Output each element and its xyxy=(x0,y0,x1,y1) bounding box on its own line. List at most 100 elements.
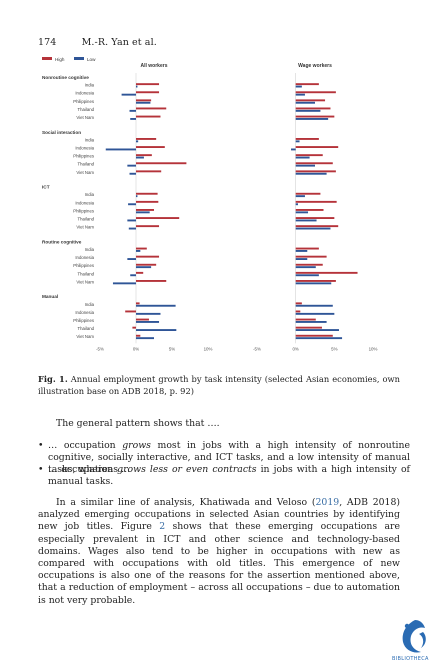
bar-high xyxy=(136,192,158,195)
bullet2-text-a: … occupation xyxy=(48,464,118,475)
bar-low xyxy=(295,258,308,260)
bar-low xyxy=(295,211,309,214)
bar-low xyxy=(295,172,327,175)
bar-low xyxy=(295,156,310,159)
bar-low xyxy=(136,266,152,269)
bar-high xyxy=(295,318,316,321)
legend-label-low: Low xyxy=(87,57,96,62)
bar-high xyxy=(136,255,160,258)
group-label: Manual xyxy=(42,294,58,299)
bar-high xyxy=(136,200,159,203)
bar-high xyxy=(136,154,152,157)
country-label: Viet Nam xyxy=(76,225,94,230)
bar-high xyxy=(136,263,157,266)
bar-high xyxy=(136,280,167,282)
bar-high xyxy=(136,271,144,274)
bar-low xyxy=(295,312,335,315)
x-tick-label: -5% xyxy=(96,346,104,351)
bar-high xyxy=(136,99,152,102)
x-tick-label: 10% xyxy=(369,346,378,351)
publisher-logo-icon xyxy=(402,620,426,653)
bar-low xyxy=(295,329,339,331)
bar-low xyxy=(295,337,343,340)
running-authors: M.-R. Yan et al. xyxy=(81,37,157,48)
bar-high xyxy=(295,200,337,203)
body-paragraph: In a similar line of analysis, Khatiwada… xyxy=(38,497,400,607)
bar-low xyxy=(295,227,331,230)
bar-low xyxy=(136,101,151,104)
bar-low xyxy=(136,329,177,331)
bar-low xyxy=(295,140,300,143)
bar-low xyxy=(129,109,136,112)
bar-low xyxy=(136,321,160,323)
bar-low xyxy=(295,118,329,120)
bar-low xyxy=(136,211,150,214)
publisher-logo-text: BIBLIOTHECA xyxy=(392,656,429,662)
para-text-b: , ADB 2018) analyzed emerging occupation… xyxy=(38,497,400,533)
bar-low xyxy=(129,172,136,175)
bar-high xyxy=(295,91,336,94)
country-label: Indonesia xyxy=(75,200,94,205)
bar-high xyxy=(132,326,136,329)
country-label: Thailand xyxy=(78,107,95,112)
bullet-item-2: • … occupation grows less or even contra… xyxy=(38,464,410,488)
figure-caption: Fig. 1. Annual employment growth by task… xyxy=(38,374,400,397)
country-label: Philippines xyxy=(73,318,94,323)
bar-low xyxy=(130,118,136,120)
bar-high xyxy=(295,107,331,110)
bar-high xyxy=(295,99,326,102)
bar-low xyxy=(128,227,136,230)
bar-low xyxy=(295,304,333,307)
bar-high xyxy=(295,138,319,140)
bar-high xyxy=(136,209,154,211)
employment-growth-figure: High Low All workers -5% 0% 5% 10% Wage workers… xyxy=(42,57,378,351)
bar-high xyxy=(295,192,321,195)
figure-2-link[interactable]: 2 xyxy=(159,521,166,533)
country-label: India xyxy=(85,192,95,197)
bar-low xyxy=(295,85,302,88)
bar-low xyxy=(136,156,144,159)
legend-swatch-low xyxy=(74,57,84,60)
x-tick-label: 0% xyxy=(292,346,298,351)
caption-label: Fig. 1. xyxy=(38,374,68,384)
bullet1-emphasis: grows xyxy=(122,440,151,451)
bar-low xyxy=(136,312,161,315)
bar-high xyxy=(136,318,149,321)
bar-high xyxy=(295,83,319,86)
bar-low xyxy=(112,282,136,285)
group-label: ICT xyxy=(42,185,50,190)
bar-low xyxy=(295,274,319,277)
country-label: Thailand xyxy=(78,162,95,167)
bar-low xyxy=(295,219,317,222)
bar-low xyxy=(130,274,136,277)
panel-title: All workers xyxy=(141,63,168,69)
bullet-icon: • xyxy=(38,440,44,451)
country-label: Viet Nam xyxy=(76,334,94,339)
country-label: India xyxy=(85,137,95,142)
bar-high xyxy=(136,107,167,110)
country-label: India xyxy=(85,302,95,307)
bullet2-emphasis: grows less or even contracts xyxy=(117,464,257,475)
citation-link-2019[interactable]: 2019 xyxy=(315,497,340,508)
bar-high xyxy=(136,225,160,228)
country-label: Philippines xyxy=(73,154,94,159)
bar-low xyxy=(295,321,327,323)
bar-low xyxy=(295,93,305,96)
bar-low xyxy=(295,250,308,252)
country-label: Indonesia xyxy=(75,310,94,315)
panel-title: Wage workers xyxy=(298,63,332,69)
bar-low xyxy=(295,266,316,269)
bar-high xyxy=(295,225,339,228)
bar-high xyxy=(295,263,323,266)
para-text-a: In a similar line of analysis, Khatiwada… xyxy=(56,497,316,508)
bar-high xyxy=(136,247,147,250)
x-tick-label: 0% xyxy=(133,346,139,351)
bar-low xyxy=(127,164,136,167)
bar-high xyxy=(295,170,336,173)
country-label: Indonesia xyxy=(75,146,94,151)
bar-high xyxy=(136,170,162,173)
bar-high xyxy=(295,217,335,219)
country-label: Thailand xyxy=(78,271,95,276)
bar-low xyxy=(295,101,315,104)
bar-low xyxy=(136,85,138,88)
